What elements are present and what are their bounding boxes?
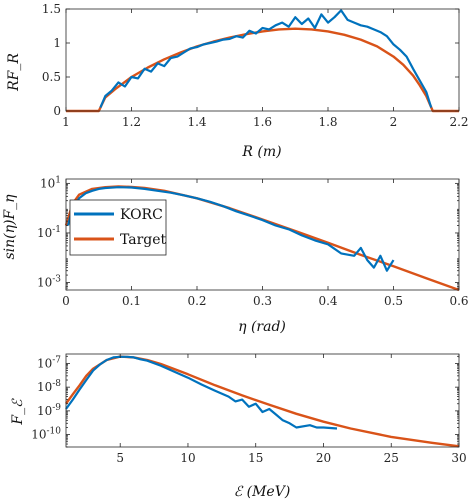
panel2-ylabel: sin(η)F_η bbox=[2, 194, 18, 260]
panel-pitch-angle: sin(η)F_η η (rad) 0 0.1 0.2 0.3 0.4 0.5 0.6 101… bbox=[2, 175, 469, 335]
y-tick-label: 0.5 bbox=[42, 70, 61, 84]
panel1-xlabel: R (m) bbox=[241, 144, 281, 160]
x-tick-label: 5 bbox=[116, 451, 124, 465]
x-tick-label: 20 bbox=[316, 451, 331, 465]
y-tick-label: 101 bbox=[40, 175, 61, 190]
x-tick-label: 0.4 bbox=[318, 294, 337, 308]
legend-korc-label: KORC bbox=[120, 207, 163, 223]
x-tick-label: 0.1 bbox=[122, 294, 141, 308]
y-tick-label: 10-9 bbox=[37, 403, 61, 418]
y-tick-label: 10-10 bbox=[31, 427, 61, 442]
x-tick-label: 1.8 bbox=[318, 115, 337, 129]
x-tick-label: 2.2 bbox=[449, 115, 468, 129]
x-tick-label: 10 bbox=[180, 451, 195, 465]
panel-energy: F_ℰ ℰ (MeV) 5 10 15 20 25 30 10-7 10-8 10-9 10-10 bbox=[10, 353, 467, 500]
axes-box bbox=[65, 8, 460, 112]
panel2-xlabel: η (rad) bbox=[238, 319, 286, 335]
panel-radial: RF_R R (m) 1 1.2 1.4 1.6 1.8 2 2.2 0 0.5 1 1.5 bbox=[6, 2, 469, 160]
x-tick-label: 0 bbox=[62, 294, 70, 308]
x-tick-label: 0.5 bbox=[384, 294, 403, 308]
x-tick-label: 0.2 bbox=[187, 294, 206, 308]
x-tick-label: 15 bbox=[248, 451, 263, 465]
x-tick-label: 1.4 bbox=[187, 115, 206, 129]
x-tick-label: 0.6 bbox=[449, 294, 468, 308]
x-tick-label: 2 bbox=[390, 115, 398, 129]
y-tick-label: 10-8 bbox=[37, 379, 61, 394]
y-tick-label: 10-7 bbox=[37, 355, 61, 370]
y-tick-label: 1 bbox=[53, 36, 61, 50]
series-korc-line bbox=[99, 9, 433, 109]
legend: KORC Target bbox=[69, 199, 167, 256]
panel1-ylabel: RF_R bbox=[6, 53, 22, 92]
x-tick-label: 1.2 bbox=[122, 115, 141, 129]
x-tick-label: 1 bbox=[62, 115, 70, 129]
y-tick-label: 10-3 bbox=[37, 275, 61, 290]
y-tick-label: 0 bbox=[53, 104, 61, 118]
y-tick-label: 10-1 bbox=[37, 225, 61, 240]
x-tick-label: 1.6 bbox=[253, 115, 272, 129]
panel3-xlabel: ℰ (MeV) bbox=[234, 484, 291, 500]
legend-target-label: Target bbox=[120, 232, 167, 248]
series-korc-line bbox=[65, 355, 338, 430]
axes-box bbox=[65, 353, 460, 448]
x-tick-label: 25 bbox=[384, 451, 399, 465]
series-target-line bbox=[66, 27, 459, 113]
panel3-ylabel: F_ℰ bbox=[10, 398, 26, 426]
x-tick-label: 0.3 bbox=[253, 294, 272, 308]
legend-box bbox=[69, 199, 167, 256]
x-tick-label: 30 bbox=[451, 451, 466, 465]
series-target-line bbox=[65, 355, 460, 448]
y-tick-label: 1.5 bbox=[42, 2, 61, 16]
series-korc-line bbox=[66, 186, 395, 272]
